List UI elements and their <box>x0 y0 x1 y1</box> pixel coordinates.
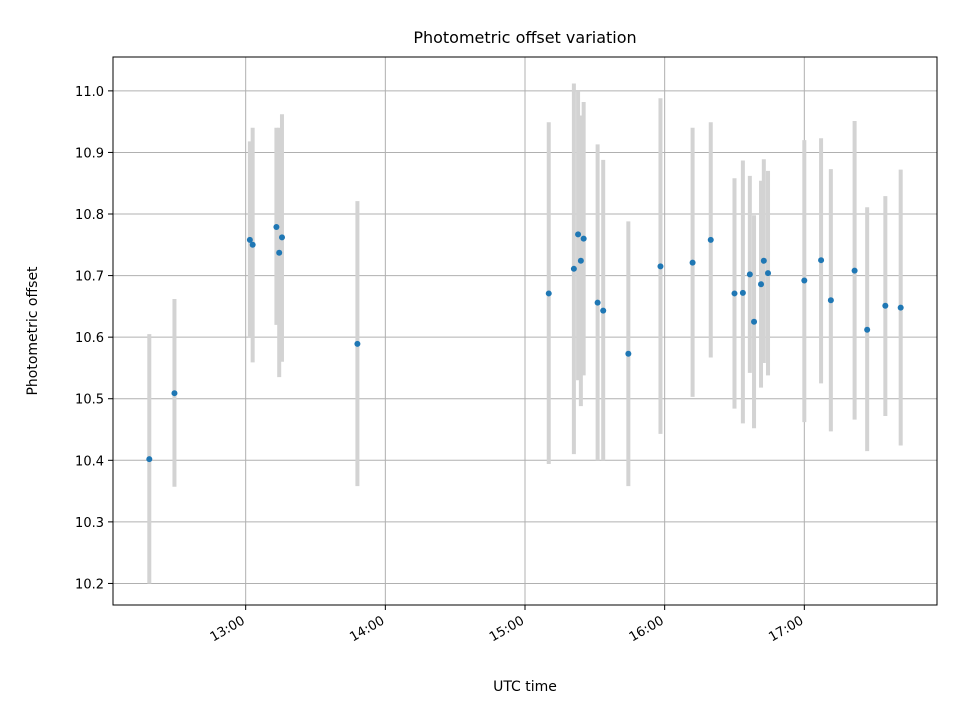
x-tick-label: 17:00 <box>766 613 806 645</box>
data-point <box>171 390 178 397</box>
x-axis-label: UTC time <box>493 679 557 695</box>
data-point <box>751 318 758 325</box>
x-tick-label: 16:00 <box>627 613 667 645</box>
data-point <box>689 259 696 266</box>
data-point <box>580 235 587 242</box>
data-point <box>731 290 738 297</box>
data-point <box>818 257 825 264</box>
data-point <box>758 281 765 288</box>
y-tick-label: 10.9 <box>75 146 104 161</box>
x-tick-label: 13:00 <box>208 613 248 645</box>
y-tick-label: 10.7 <box>75 270 104 285</box>
data-point <box>249 241 256 248</box>
y-tick-label: 10.6 <box>75 331 104 346</box>
data-point <box>765 270 772 277</box>
data-point <box>570 265 577 272</box>
chart-title: Photometric offset variation <box>413 28 636 47</box>
data-point <box>801 277 808 284</box>
y-tick-label: 10.5 <box>75 393 104 408</box>
data-point <box>707 236 714 243</box>
data-point <box>545 290 552 297</box>
data-point <box>246 236 253 243</box>
y-tick-label: 10.2 <box>75 577 104 592</box>
y-tick-label: 10.3 <box>75 516 104 531</box>
data-point <box>278 234 285 241</box>
data-point <box>600 307 607 314</box>
data-point <box>575 231 582 238</box>
y-axis-ticks: 10.2 10.3 10.4 10.5 10.6 10.7 10.8 10.9 11.0 <box>75 85 113 592</box>
data-point <box>897 304 904 311</box>
x-tick-label: 15:00 <box>487 613 527 645</box>
y-axis-label: Photometric offset <box>25 266 41 396</box>
x-axis-ticks: 13:00 14:00 15:00 16:00 17:00 <box>208 605 806 645</box>
data-point <box>657 263 664 270</box>
data-point <box>594 299 601 306</box>
y-tick-label: 10.4 <box>75 454 104 469</box>
data-point <box>739 289 746 296</box>
data-point <box>882 302 889 309</box>
data-points <box>146 223 904 463</box>
data-point <box>577 257 584 264</box>
grid-lines <box>113 57 937 605</box>
y-tick-label: 11.0 <box>75 85 104 100</box>
data-point <box>354 340 361 347</box>
data-point <box>276 249 283 256</box>
y-tick-label: 10.8 <box>75 208 104 223</box>
x-tick-label: 14:00 <box>347 613 387 645</box>
data-point <box>146 456 153 463</box>
data-point <box>746 271 753 278</box>
data-point <box>827 297 834 304</box>
data-point <box>625 350 632 357</box>
data-point <box>273 223 280 230</box>
data-point <box>851 267 858 274</box>
data-point <box>760 257 767 264</box>
data-point <box>864 326 871 333</box>
